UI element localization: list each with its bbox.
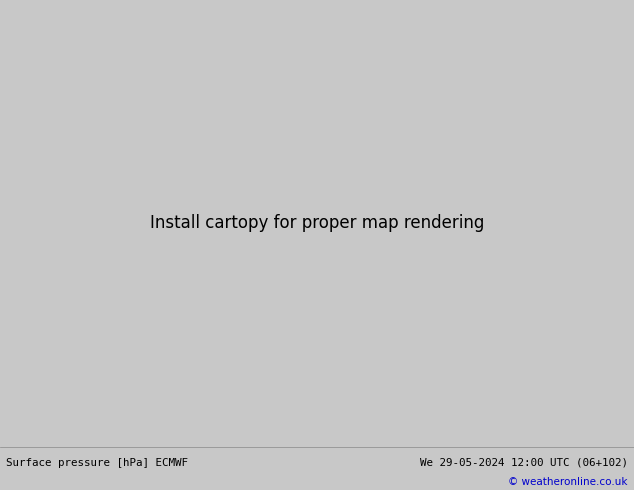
Text: Install cartopy for proper map rendering: Install cartopy for proper map rendering	[150, 214, 484, 232]
Text: © weatheronline.co.uk: © weatheronline.co.uk	[508, 477, 628, 487]
Text: We 29-05-2024 12:00 UTC (06+102): We 29-05-2024 12:00 UTC (06+102)	[420, 458, 628, 467]
Text: Surface pressure [hPa] ECMWF: Surface pressure [hPa] ECMWF	[6, 458, 188, 467]
